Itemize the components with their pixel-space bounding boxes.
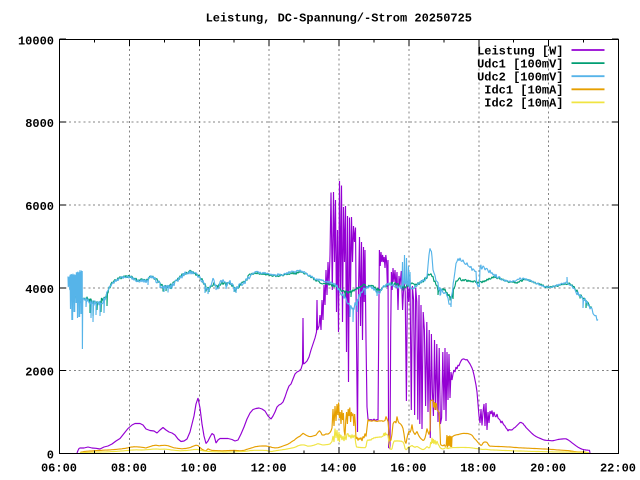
- svg-text:22:00: 22:00: [600, 461, 636, 475]
- svg-text:Udc1 [100mV]: Udc1 [100mV]: [477, 57, 563, 71]
- svg-text:10000: 10000: [18, 34, 54, 48]
- svg-text:Udc2 [100mV]: Udc2 [100mV]: [477, 71, 563, 85]
- svg-text:Idc1 [10mA]: Idc1 [10mA]: [484, 84, 563, 98]
- svg-text:10:00: 10:00: [181, 461, 217, 475]
- svg-text:Leistung [W]: Leistung [W]: [477, 44, 563, 58]
- svg-text:12:00: 12:00: [251, 461, 287, 475]
- svg-text:4000: 4000: [25, 283, 54, 297]
- svg-text:8000: 8000: [25, 117, 54, 131]
- svg-text:2000: 2000: [25, 366, 54, 380]
- svg-text:14:00: 14:00: [320, 461, 356, 475]
- svg-text:Leistung, DC-Spannung/-Strom 2: Leistung, DC-Spannung/-Strom 20250725: [206, 11, 472, 25]
- svg-text:08:00: 08:00: [111, 461, 147, 475]
- svg-text:6000: 6000: [25, 200, 54, 214]
- svg-text:20:00: 20:00: [530, 461, 566, 475]
- svg-text:0: 0: [47, 449, 54, 463]
- svg-text:16:00: 16:00: [390, 461, 426, 475]
- svg-text:18:00: 18:00: [460, 461, 496, 475]
- svg-text:06:00: 06:00: [41, 461, 77, 475]
- svg-text:Idc2 [10mA]: Idc2 [10mA]: [484, 97, 563, 111]
